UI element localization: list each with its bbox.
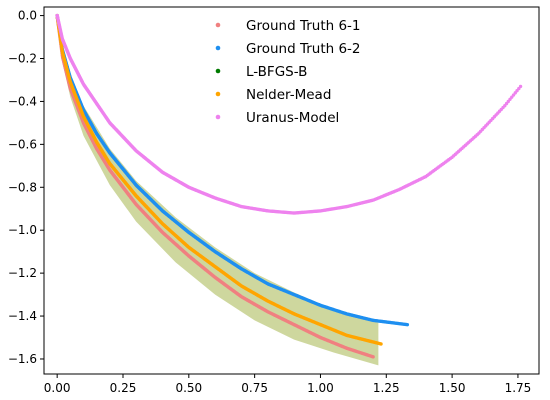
legend-label: L-BFGS-B — [246, 64, 307, 80]
y-tick-label: −1.2 — [8, 266, 37, 280]
legend: Ground Truth 6-1 Ground Truth 6-2 L-BFGS-B… — [215, 18, 361, 126]
series-layer — [55, 13, 523, 359]
legend-marker — [215, 45, 221, 51]
y-tick-label: −0.4 — [8, 94, 37, 108]
legend-item: Ground Truth 6-2 — [215, 41, 361, 57]
legend-marker — [215, 22, 221, 28]
legend-label: Ground Truth 6-2 — [246, 41, 361, 57]
legend-label: Uranus-Model — [246, 110, 339, 126]
confidence-band — [57, 15, 379, 366]
x-tick-label: 0.00 — [44, 381, 71, 395]
data-point — [405, 322, 410, 327]
y-axis: 0.0 −0.2 −0.4 −0.6 −0.8 −1.0 −1.2 −1.4 −1.6 — [8, 9, 44, 366]
y-tick-label: 0.0 — [18, 9, 37, 23]
series-uranus-model — [55, 13, 523, 215]
legend-item: Uranus-Model — [215, 110, 339, 126]
legend-item: Nelder-Mead — [215, 87, 331, 103]
x-tick-label: 0.75 — [241, 381, 268, 395]
data-point — [371, 355, 375, 359]
legend-item: Ground Truth 6-1 — [215, 18, 361, 34]
x-tick-label: 0.25 — [110, 381, 137, 395]
data-point — [379, 342, 383, 346]
x-tick-label: 1.50 — [439, 381, 466, 395]
y-tick-label: −1.0 — [8, 223, 37, 237]
data-point — [518, 84, 523, 89]
legend-marker — [215, 68, 221, 74]
y-tick-label: −0.2 — [8, 52, 37, 66]
legend-label: Nelder-Mead — [246, 87, 331, 103]
legend-marker — [215, 91, 221, 97]
x-tick-label: 1.75 — [505, 381, 532, 395]
x-axis: 0.00 0.25 0.50 0.75 1.00 1.25 1.50 1.75 — [44, 374, 531, 395]
x-tick-label: 1.25 — [373, 381, 400, 395]
confidence-band-layer — [57, 15, 379, 366]
legend-label: Ground Truth 6-1 — [246, 18, 361, 34]
x-tick-label: 0.50 — [175, 381, 202, 395]
y-tick-label: −0.6 — [8, 137, 37, 151]
legend-item: L-BFGS-B — [215, 64, 307, 80]
x-tick-label: 1.00 — [307, 381, 334, 395]
plot-frame — [43, 6, 540, 375]
y-tick-label: −0.8 — [8, 180, 37, 194]
legend-marker — [215, 114, 221, 120]
y-tick-label: −1.4 — [8, 309, 37, 323]
y-tick-label: −1.6 — [8, 352, 37, 366]
